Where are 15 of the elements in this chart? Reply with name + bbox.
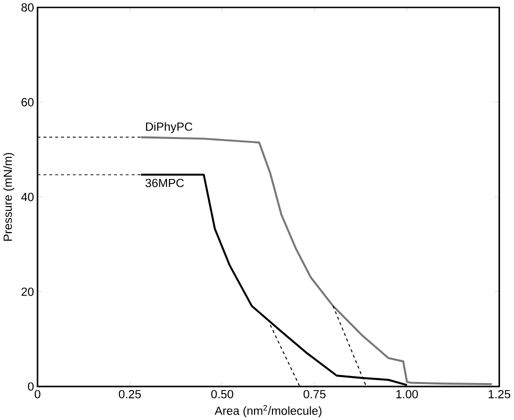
x-tick-label: 0.25 — [118, 390, 141, 398]
y-tick-label: 20 — [22, 287, 34, 296]
x-tick-label: 0.50 — [211, 390, 234, 398]
y-axis-title: Pressure (mN/m) — [3, 152, 14, 241]
y-tick-label: 40 — [21, 192, 34, 201]
y-tick-label: 60 — [22, 98, 34, 106]
series-label: 36MPC — [146, 178, 184, 187]
y-tick-label: 0 — [28, 382, 34, 390]
y-tick-label: 80 — [21, 3, 34, 12]
x-tick-label: 0.75 — [304, 390, 326, 398]
series-label: DiPhyPC — [146, 122, 192, 133]
x-tick-label: 1.00 — [396, 390, 418, 398]
x-axis-title: Area (nm$^{2}$/molecule) — [214, 404, 322, 417]
x-tick-label: 1.25 — [488, 390, 510, 398]
x-tick-label: 0 — [34, 390, 40, 398]
